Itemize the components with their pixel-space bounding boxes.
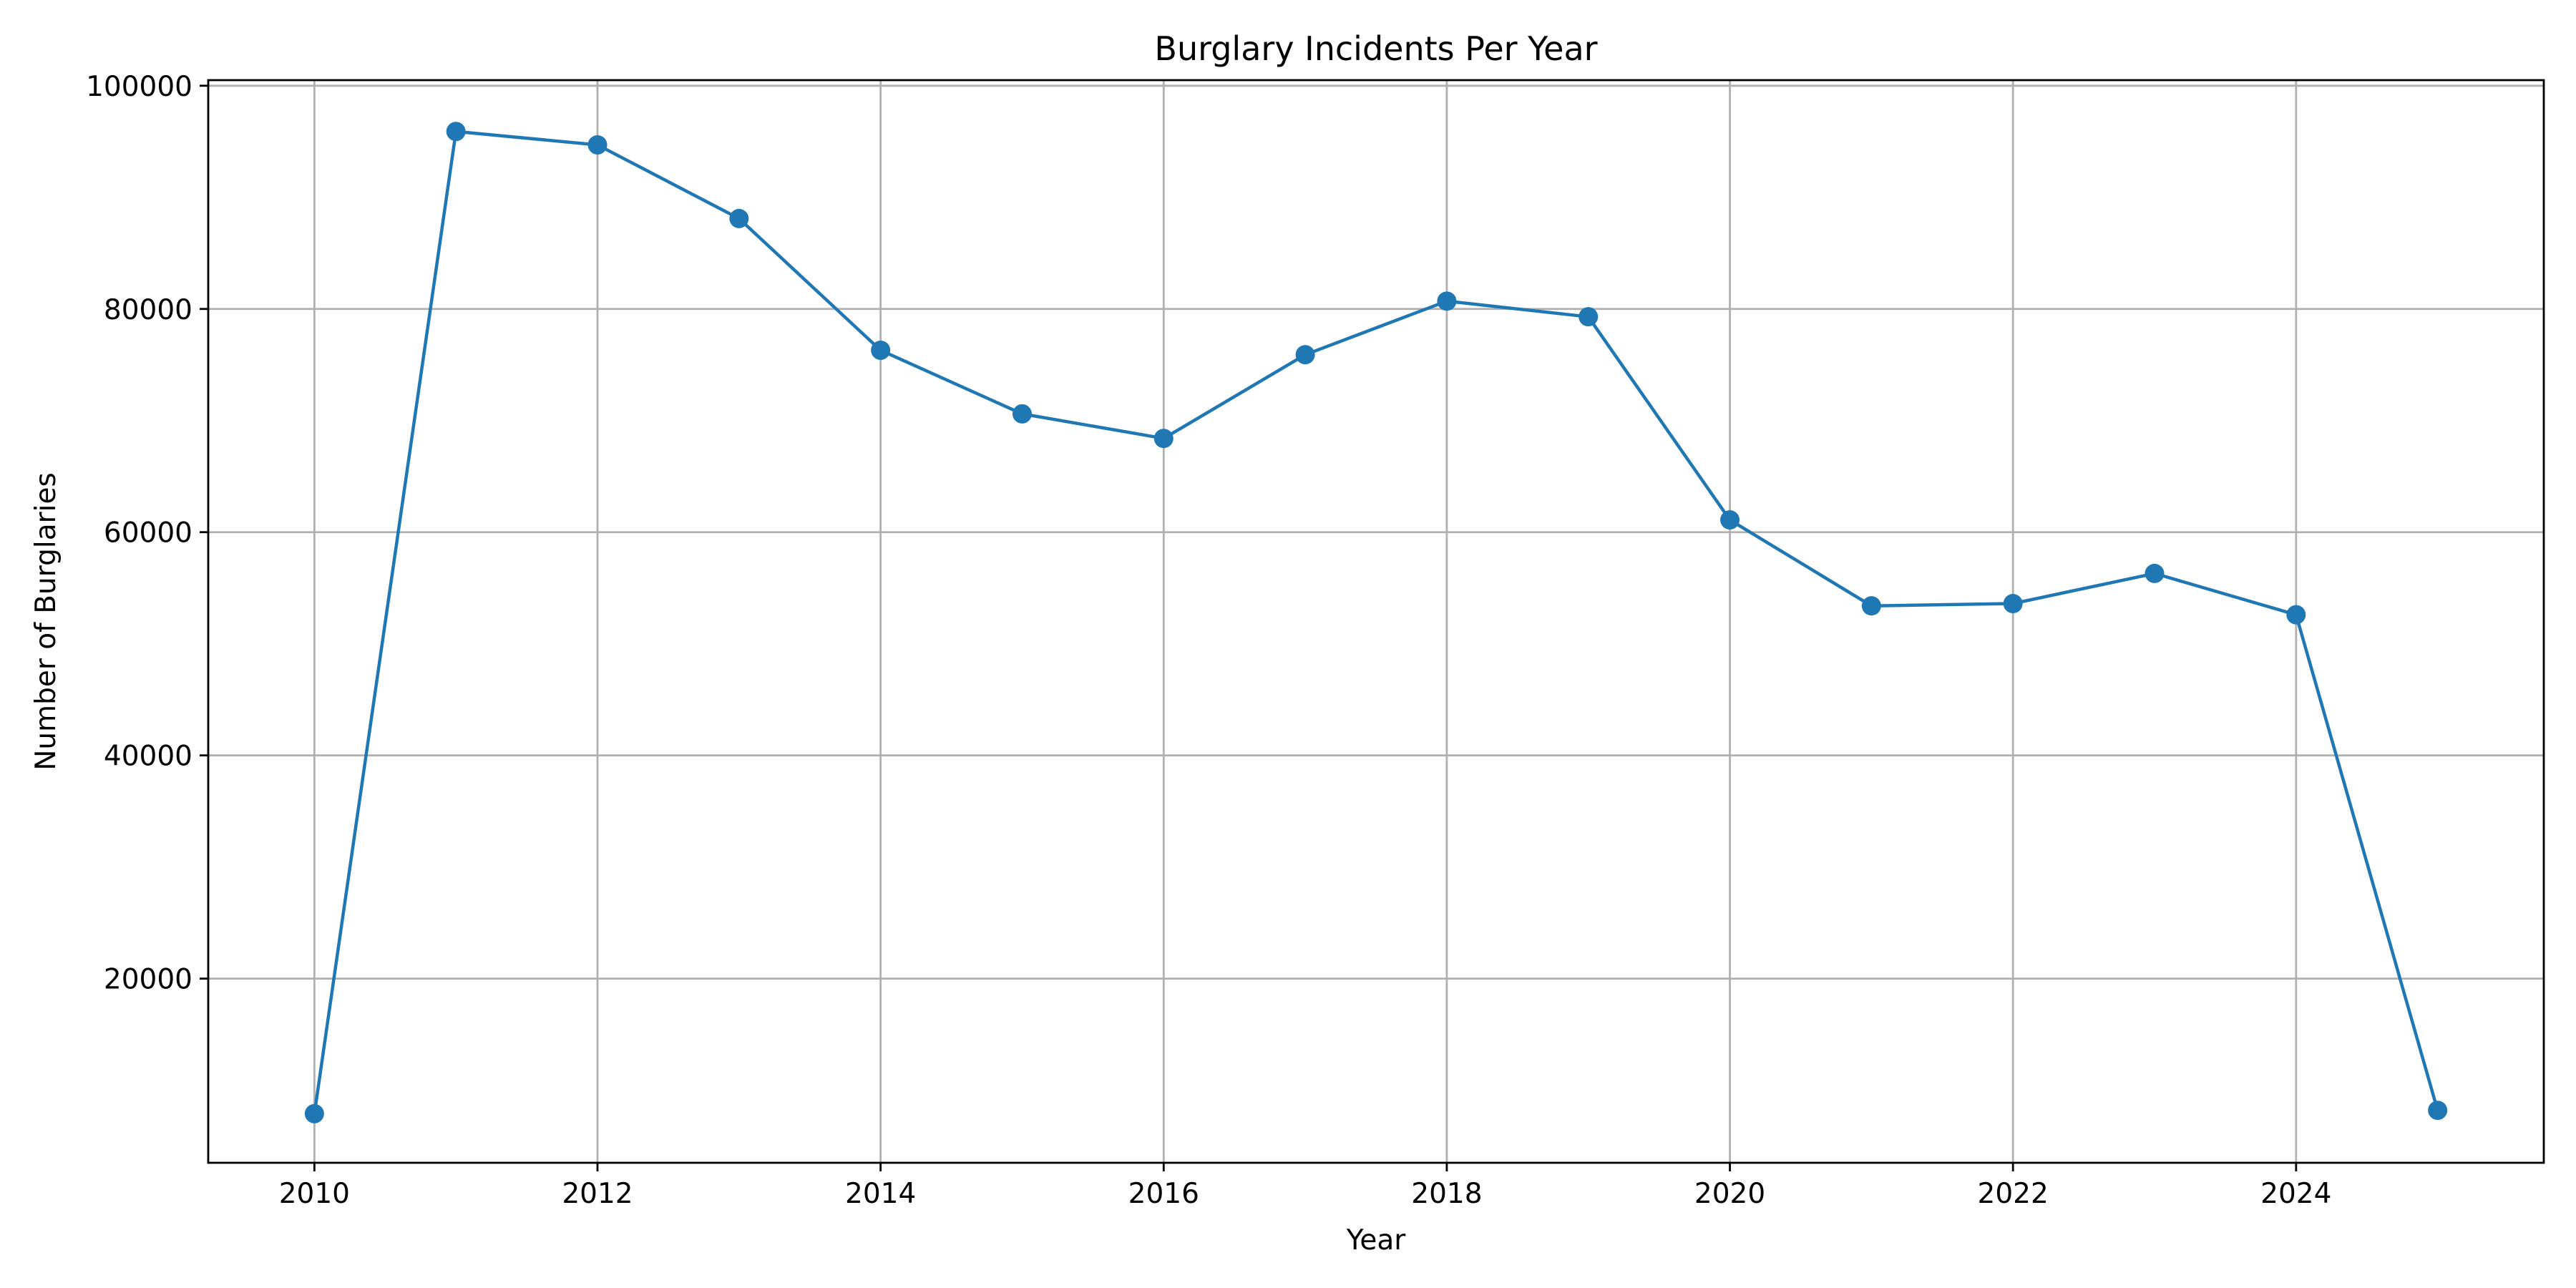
data-point — [1437, 291, 1457, 311]
x-tick-label: 2012 — [562, 1178, 633, 1210]
data-point — [2003, 594, 2023, 614]
x-tick-label: 2024 — [2260, 1178, 2331, 1210]
grid — [208, 80, 2544, 1163]
data-point — [446, 122, 466, 142]
plot-area-frame — [207, 79, 2545, 1164]
y-tick-label: 40000 — [104, 741, 192, 773]
data-point — [1579, 307, 1599, 327]
y-tick-label: 20000 — [104, 964, 192, 996]
data-point — [2145, 563, 2165, 583]
y-tick-label: 80000 — [104, 294, 192, 326]
y-tick-label: 100000 — [86, 71, 192, 103]
series-line — [313, 130, 2439, 1116]
data-point — [729, 208, 749, 228]
x-tick-label: 2018 — [1411, 1178, 1482, 1210]
x-tick-label: 2016 — [1128, 1178, 1199, 1210]
data-point — [304, 1103, 324, 1123]
data-point — [2286, 605, 2306, 625]
x-tick-label: 2014 — [845, 1178, 916, 1210]
x-tick-label: 2022 — [1978, 1178, 2049, 1210]
axis-ticks: 2010 2012 2014 2016 2018 2020 2022 2024 20000 400… — [86, 71, 2331, 1210]
data-point — [1012, 404, 1032, 424]
x-tick-label: 2020 — [1694, 1178, 1765, 1210]
data-point — [2428, 1101, 2448, 1121]
series-group — [304, 122, 2448, 1123]
y-tick-label: 60000 — [104, 517, 192, 550]
x-axis-label: Year — [1346, 1224, 1407, 1257]
data-point — [1295, 345, 1315, 365]
data-point — [587, 135, 608, 155]
y-axis-label: Number of Burglaries — [30, 472, 62, 771]
data-point — [871, 340, 891, 360]
data-point — [1861, 596, 1881, 616]
chart-title: Burglary Incidents Per Year — [1154, 29, 1597, 68]
data-point — [1153, 429, 1174, 449]
data-point — [1720, 510, 1740, 530]
x-tick-label: 2010 — [279, 1178, 350, 1210]
